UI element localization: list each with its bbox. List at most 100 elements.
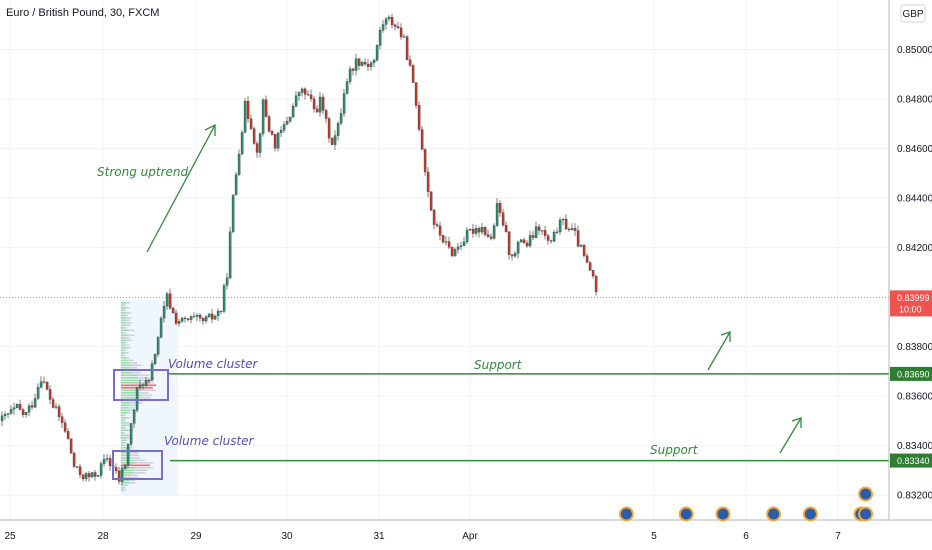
grid [0,0,889,520]
volume-bar-down [127,437,132,439]
event-marker-icon[interactable] [618,506,634,522]
candle-body [228,231,232,279]
volume-bar-down [133,469,148,472]
volume-bar-up [121,312,127,314]
candle-body [261,99,265,134]
volume-bar-up [121,447,129,449]
volume-bar-down [127,412,131,414]
volume-bar-up [121,327,124,329]
candle-body [54,406,58,408]
volume-cluster-label-2: Volume cluster [164,434,255,448]
volume-bar-up [121,379,138,382]
event-flag-icon [804,508,816,520]
levels [0,296,889,462]
volume-bar-down [126,339,132,342]
candle-body [84,473,88,479]
candle-body [99,463,103,476]
candle-body [195,314,199,317]
volume-bar-down [127,359,134,362]
candle-body [372,59,376,63]
candle-body [363,62,367,65]
support-arrow-1-line[interactable] [707,331,731,371]
candle-body [282,124,286,131]
volume-bar-down [139,397,151,399]
volume-cluster-box-2[interactable] [112,450,163,480]
candle-body [90,472,94,478]
candle-body [273,134,277,149]
candle-body [516,241,520,254]
candle-body [354,58,358,71]
candle-body [66,431,70,439]
candle-body [594,275,598,293]
volume-bar-up [121,387,137,389]
candle-body [462,241,466,246]
volume-bar-down [125,319,130,322]
candle-body [579,245,583,247]
volume-bar-down [124,427,127,429]
event-marker-icon[interactable] [858,486,874,502]
candle-body [492,225,496,239]
volume-bar-down [125,344,130,347]
candle-body [561,218,565,221]
event-marker-icon[interactable] [715,506,731,522]
volume-cluster-box-1[interactable] [113,369,169,401]
currency-badge[interactable] [900,4,926,23]
volume-bar-up [121,359,128,362]
uptrend-label: Strong uptrend [97,165,188,179]
x-tick-label: 25 [4,531,16,542]
candle-body [336,123,340,136]
candle-body [348,68,352,82]
volume-bar-down [124,354,126,357]
candle-body [9,409,13,414]
candle-body [69,438,73,454]
candle-body [144,380,148,386]
volume-bar-up [121,474,131,477]
x-tick-label: 31 [373,531,385,542]
candle-body [225,277,229,286]
candle-body [312,98,316,110]
y-tick-label: 0.85000 [897,45,932,56]
event-marker-icon[interactable] [678,506,694,522]
candle-body [432,209,436,225]
volume-bar-down [126,422,130,424]
candle-body [249,118,253,129]
volume-bar-up [121,357,127,359]
volume-bar-up [121,404,130,407]
volume-bar-down [134,464,151,467]
event-marker-icon[interactable] [766,506,782,522]
candle-body [243,100,247,133]
candle-body [177,321,181,324]
event-marker-icon[interactable] [858,506,874,522]
candle-body [318,96,322,113]
support-arrow-2-line[interactable] [779,417,802,454]
candle-body [6,413,10,415]
volume-bar-down [126,424,131,427]
candle-body [237,153,241,175]
volume-bar-down [123,489,126,492]
volume-bar-down [125,314,128,317]
candle-body [588,262,592,271]
candle-body [420,129,424,150]
candle-body [213,315,217,320]
volume-bar-up [121,307,126,309]
volume-bar-up [121,409,131,412]
volume-bar-up [121,337,126,339]
candle-body [387,17,391,19]
candle-body [564,218,568,230]
candle-body [315,108,319,113]
candle-body [345,81,349,94]
candle-body [114,467,118,472]
candle-body [366,63,370,67]
y-tick-label: 0.83800 [897,342,932,353]
volume-bar-down [123,442,127,444]
candle-body [570,228,574,230]
candle-body [486,234,490,237]
event-flag-icon [717,508,729,520]
candle-body [327,118,331,139]
event-marker-icon[interactable] [802,506,818,522]
uptrend-arrow-line[interactable] [146,124,216,253]
candle-body [96,475,100,477]
x-tick-label: 28 [97,531,109,542]
volume-bar-down [123,432,126,434]
volume-bar-up [121,352,125,354]
